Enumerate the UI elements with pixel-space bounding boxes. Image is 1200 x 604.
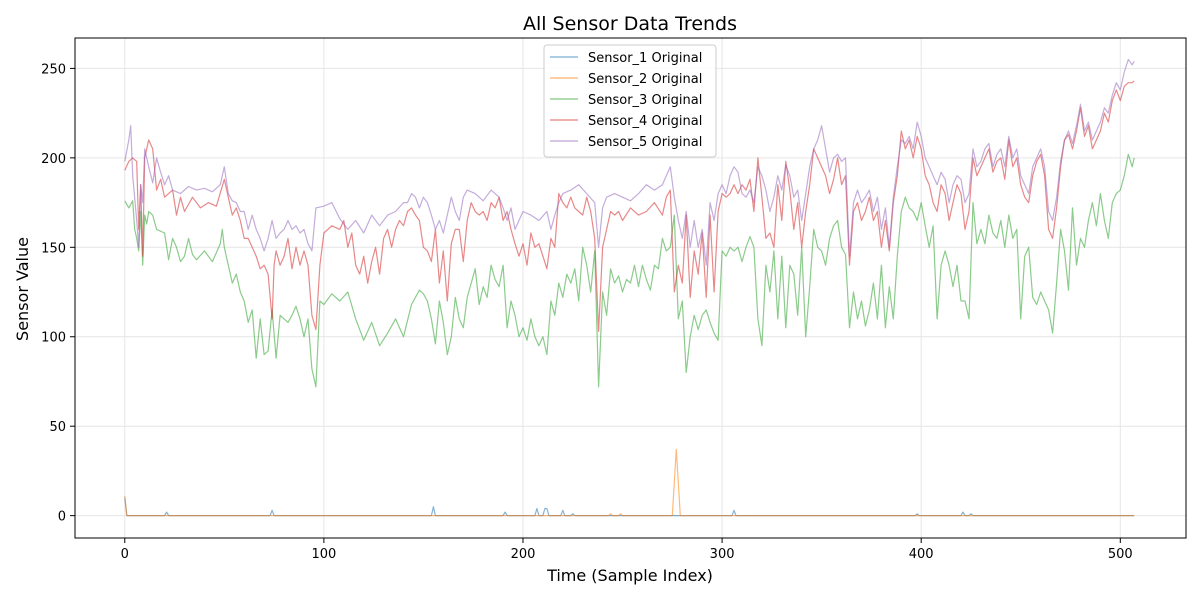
plot-frame	[74, 37, 1187, 539]
legend-label: Sensor_1 Original	[588, 51, 702, 66]
x-tick-label: 0	[121, 547, 129, 562]
series-line-sensor-5	[124, 58, 1135, 266]
series-line-sensor-4	[124, 80, 1135, 332]
legend-label: Sensor_2 Original	[588, 72, 702, 87]
legend-label: Sensor_3 Original	[588, 93, 702, 108]
legend-label: Sensor_5 Original	[588, 135, 702, 150]
x-axis-label: Time (Sample Index)	[546, 566, 713, 585]
y-tick-label: 100	[41, 331, 66, 346]
x-tick-label: 300	[710, 547, 735, 562]
y-tick-label: 200	[41, 152, 66, 167]
y-tick-label: 50	[49, 420, 66, 435]
legend: Sensor_1 Original Sensor_2 Original Sensor…	[543, 44, 717, 158]
legend-box	[543, 44, 717, 158]
y-tick-label: 250	[41, 62, 66, 77]
y-tick-label: 150	[41, 241, 66, 256]
axis-ticks: 0 100 200 300 400 500 0 50 100 150 200 250	[41, 62, 1133, 562]
legend-label: Sensor_4 Original	[588, 114, 702, 129]
series-lines	[124, 58, 1135, 517]
y-axis-label: Sensor Value	[13, 237, 32, 341]
x-tick-label: 200	[511, 547, 536, 562]
chart-title: All Sensor Data Trends	[523, 13, 737, 35]
series-line-sensor-2	[124, 448, 1135, 517]
x-tick-label: 400	[909, 547, 934, 562]
x-tick-label: 100	[311, 547, 336, 562]
x-tick-label: 500	[1108, 547, 1133, 562]
series-line-sensor-3	[124, 153, 1135, 388]
y-tick-label: 0	[58, 510, 66, 525]
